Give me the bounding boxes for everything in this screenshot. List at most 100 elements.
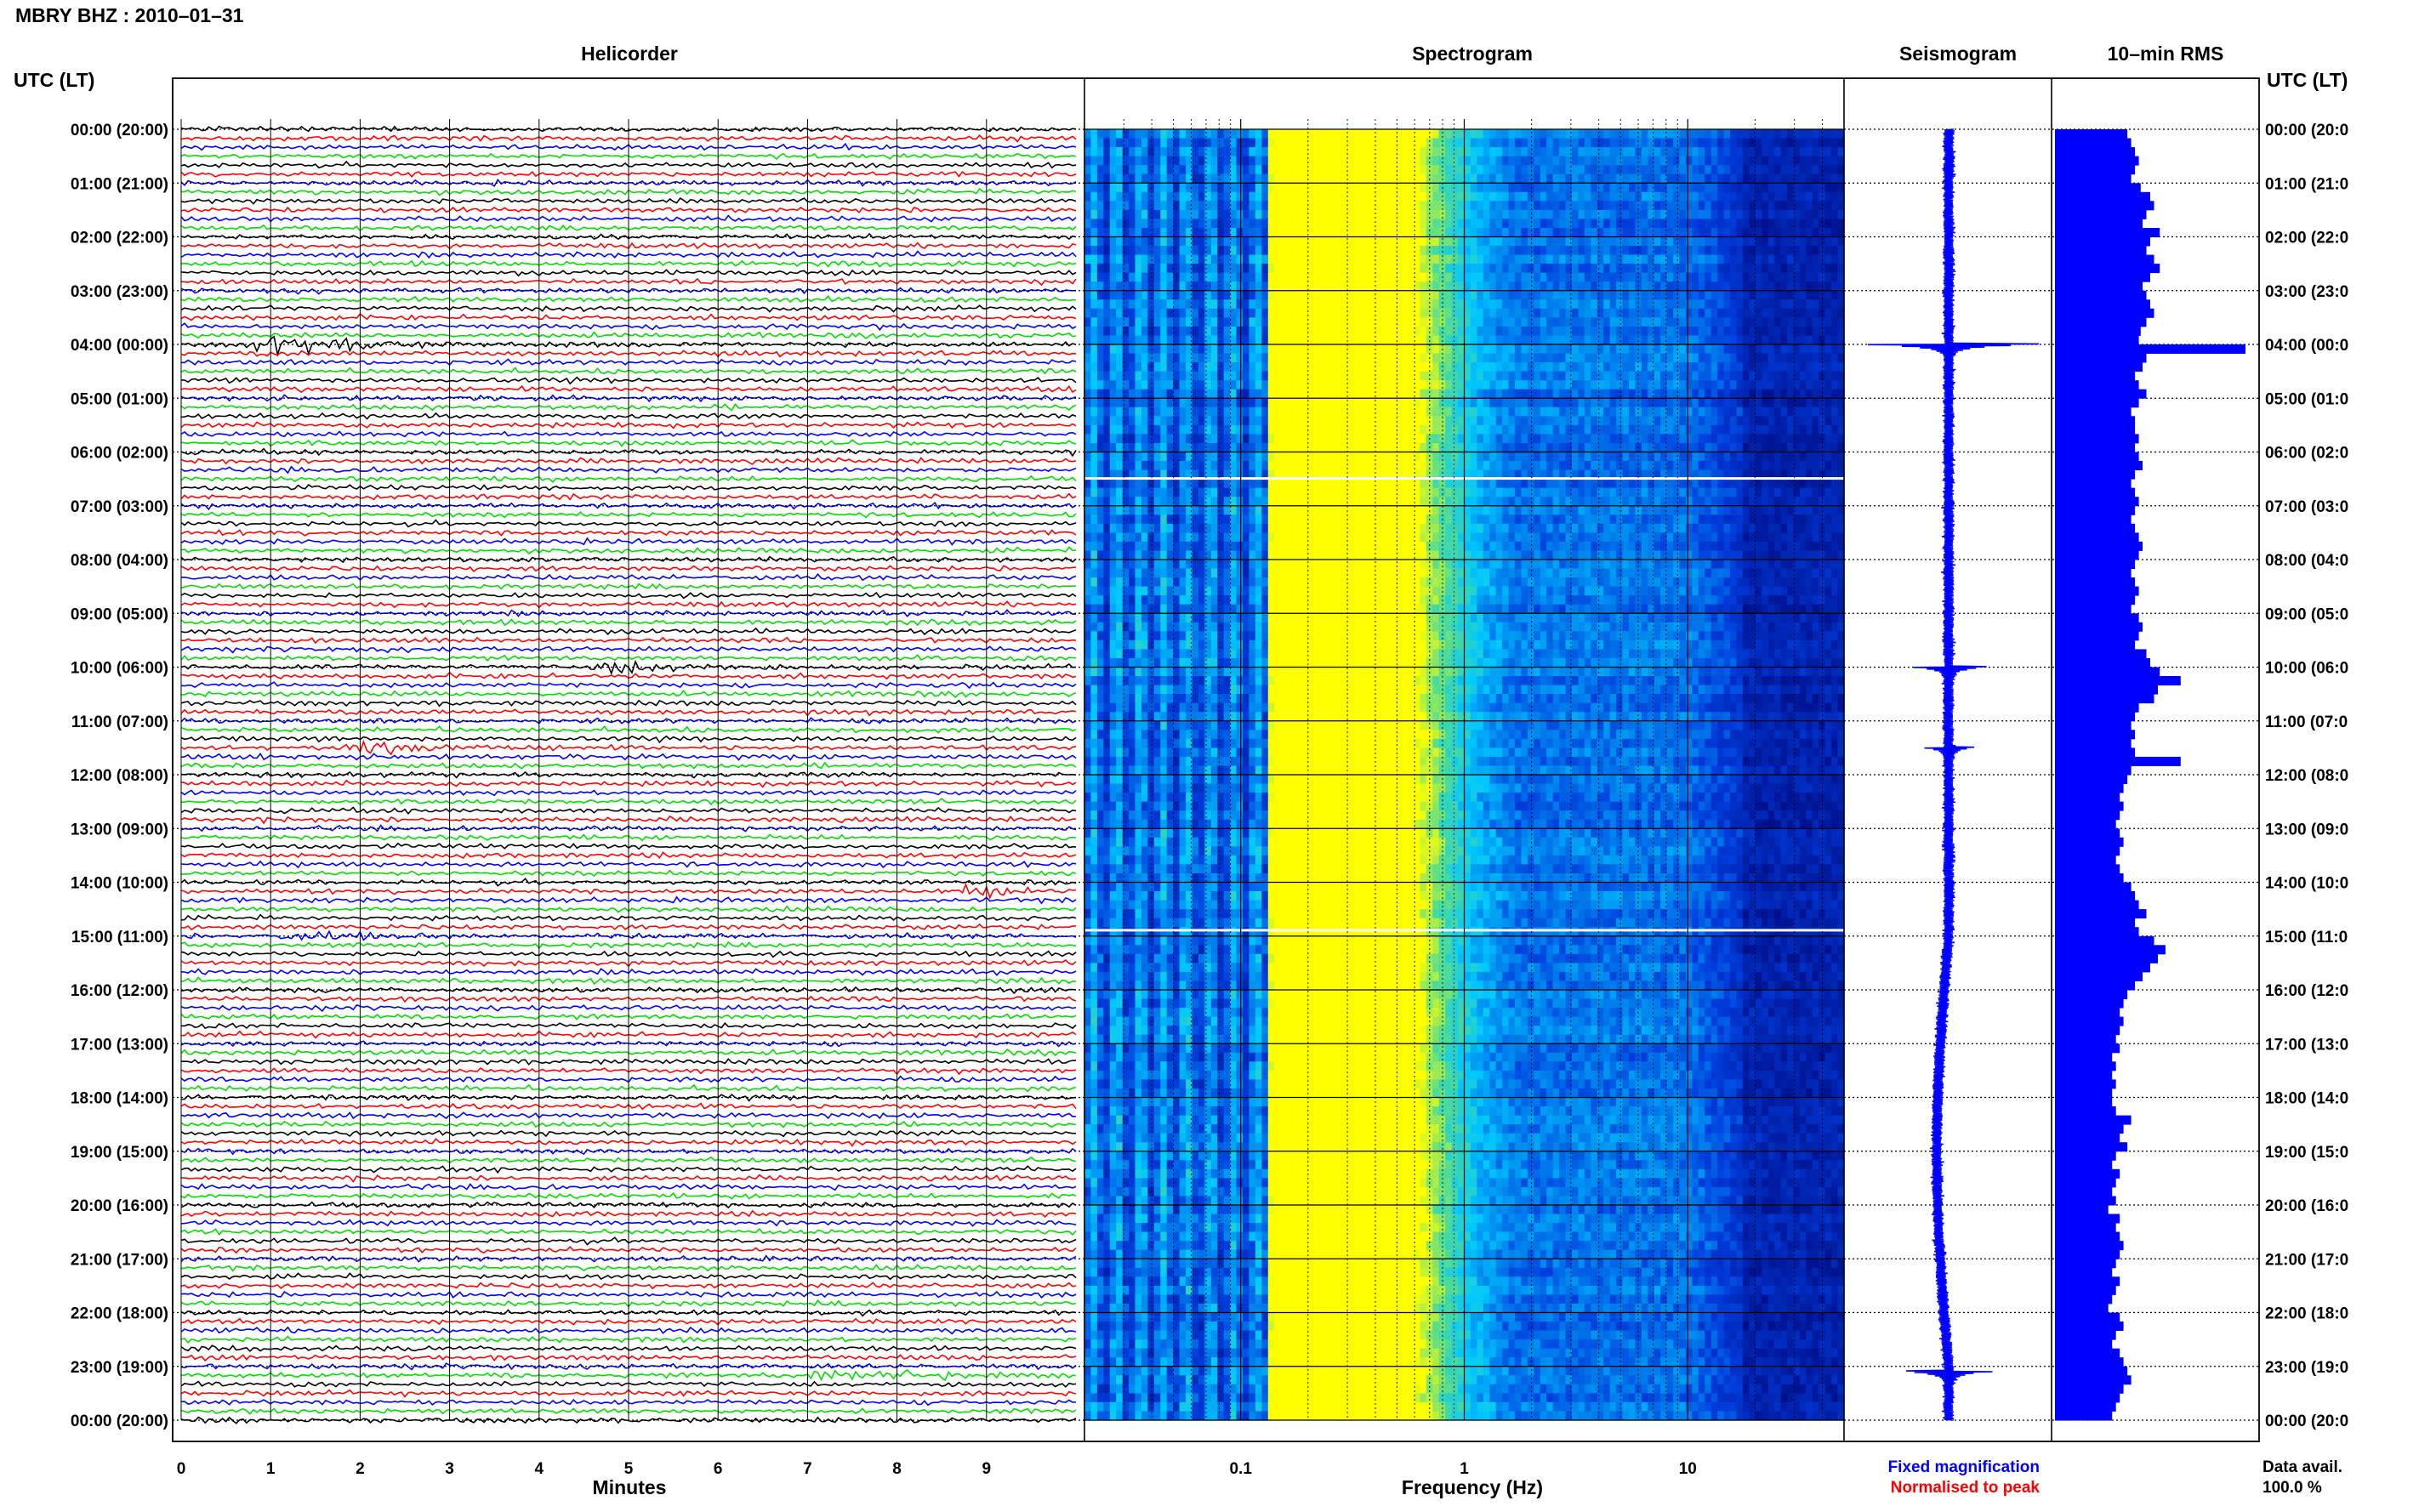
- row-label-left-21: 21:00 (17:00): [71, 1251, 168, 1269]
- rms-bar-110: [2055, 1115, 2132, 1125]
- rms-bar-27: [2055, 371, 2136, 381]
- rms-bar-41: [2055, 497, 2139, 507]
- rms-bar-66: [2055, 720, 2132, 730]
- rms-bar-133: [2055, 1322, 2124, 1331]
- minutes-axis-label: Minutes: [593, 1476, 667, 1498]
- rms-bar-99: [2055, 1016, 2124, 1026]
- row-label-left-22: 22:00 (18:00): [71, 1305, 168, 1323]
- minute-tick-1: 1: [266, 1460, 276, 1478]
- rms-bar-68: [2055, 738, 2132, 748]
- rms-bars: [2055, 129, 2245, 1421]
- seismogram-title: Seismogram: [1899, 43, 2017, 65]
- row-label-left-16: 16:00 (12:00): [71, 982, 168, 1000]
- rms-bar-82: [2055, 864, 2120, 874]
- rms-bar-115: [2055, 1160, 2113, 1170]
- rms-bar-22: [2055, 326, 2141, 336]
- row-label-left-18: 18:00 (14:00): [71, 1090, 168, 1108]
- outer-frame: [172, 77, 2260, 1442]
- row-label-right-11: 11:00 (07:0: [2265, 713, 2348, 731]
- row-label-right-19: 19:00 (15:0: [2265, 1144, 2348, 1162]
- minute-tick-3: 3: [445, 1460, 454, 1478]
- rms-bar-118: [2055, 1186, 2113, 1197]
- row-label-left-13: 13:00 (09:00): [71, 821, 168, 838]
- rms-bar-78: [2055, 828, 2120, 838]
- rms-bar-23: [2055, 335, 2139, 345]
- rms-bar-30: [2055, 398, 2139, 408]
- rms-bar-25: [2055, 353, 2147, 363]
- rms-bar-71: [2055, 765, 2132, 776]
- seismogram-polyline: [1867, 128, 2040, 1421]
- rms-bar-50: [2055, 577, 2136, 588]
- rms-bar-94: [2055, 971, 2143, 981]
- data-avail-value: 100.0 %: [2262, 1479, 2322, 1497]
- rms-bar-42: [2055, 505, 2136, 515]
- rms-bar-56: [2055, 631, 2139, 641]
- row-label-right-9: 09:00 (05:0: [2265, 605, 2348, 623]
- rms-bar-117: [2055, 1178, 2116, 1188]
- row-label-left-15: 15:00 (11:00): [71, 929, 168, 946]
- minute-tick-9: 9: [982, 1460, 992, 1478]
- rms-bar-103: [2055, 1052, 2113, 1062]
- spectrogram-heatmap: [1084, 129, 1845, 1421]
- row-label-left-11: 11:00 (07:00): [71, 713, 168, 731]
- rms-bar-137: [2055, 1357, 2124, 1367]
- spectrogram-title: Spectrogram: [1412, 43, 1533, 65]
- rms-bar-9: [2055, 209, 2147, 219]
- panel-frames: [172, 77, 2260, 1442]
- rms-bar-49: [2055, 568, 2132, 578]
- rms-bar-70: [2055, 756, 2181, 766]
- rms-bar-32: [2055, 416, 2136, 426]
- rms-bar-92: [2055, 953, 2158, 963]
- rms-bar-97: [2055, 998, 2124, 1009]
- rms-bar-101: [2055, 1034, 2116, 1044]
- rms-bar-5: [2055, 173, 2132, 184]
- rms-bar-29: [2055, 389, 2147, 399]
- minute-tick-7: 7: [803, 1460, 812, 1478]
- rms-bar-132: [2055, 1312, 2120, 1322]
- rms-bar-62: [2055, 685, 2158, 695]
- rms-bar-126: [2055, 1259, 2116, 1269]
- normalised-to-peak-note: Normalised to peak: [1891, 1479, 2040, 1497]
- rms-bar-16: [2055, 272, 2150, 282]
- row-label-right-17: 17:00 (13:0: [2265, 1036, 2348, 1054]
- freq-tick-1: 1: [1460, 1460, 1469, 1478]
- row-label-left-3: 03:00 (23:00): [71, 283, 168, 301]
- rms-bar-134: [2055, 1330, 2116, 1340]
- minute-tick-2: 2: [356, 1460, 365, 1478]
- rms-bar-63: [2055, 694, 2154, 704]
- rms-bar-51: [2055, 586, 2139, 596]
- rms-bar-138: [2055, 1366, 2128, 1376]
- row-label-left-4: 04:00 (00:00): [71, 337, 168, 355]
- minute-tick-8: 8: [892, 1460, 902, 1478]
- rms-bar-36: [2055, 452, 2139, 462]
- row-label-right-3: 03:00 (23:0: [2265, 283, 2348, 301]
- rms-bar-107: [2055, 1089, 2113, 1098]
- row-label-left-7: 07:00 (03:00): [71, 498, 168, 516]
- rms-bar-11: [2055, 228, 2160, 237]
- row-label-left-24: 00:00 (20:00): [71, 1413, 168, 1430]
- rms-bar-18: [2055, 290, 2147, 300]
- rms-bar-130: [2055, 1294, 2113, 1305]
- rms-bar-8: [2055, 201, 2154, 211]
- rms-bar-12: [2055, 236, 2150, 247]
- rms-bar-77: [2055, 819, 2116, 829]
- rms-bar-119: [2055, 1196, 2116, 1206]
- rms-bar-80: [2055, 846, 2120, 856]
- rms-bar-53: [2055, 604, 2132, 614]
- row-label-right-13: 13:00 (09:0: [2265, 821, 2348, 838]
- rms-bar-125: [2055, 1249, 2120, 1259]
- row-label-right-4: 04:00 (00:0: [2265, 337, 2348, 355]
- rms-bar-122: [2055, 1223, 2116, 1233]
- rms-bar-44: [2055, 523, 2136, 533]
- seismogram-trace: [1867, 128, 2040, 1421]
- rms-bar-55: [2055, 622, 2143, 632]
- rms-bar-86: [2055, 900, 2139, 910]
- row-label-left-14: 14:00 (10:00): [71, 875, 168, 893]
- rms-title: 10–min RMS: [2108, 43, 2224, 65]
- rms-bar-67: [2055, 730, 2136, 740]
- rms-bar-28: [2055, 380, 2139, 390]
- rms-bar-100: [2055, 1026, 2120, 1036]
- row-label-right-12: 12:00 (08:0: [2265, 767, 2348, 785]
- rms-bar-15: [2055, 264, 2160, 274]
